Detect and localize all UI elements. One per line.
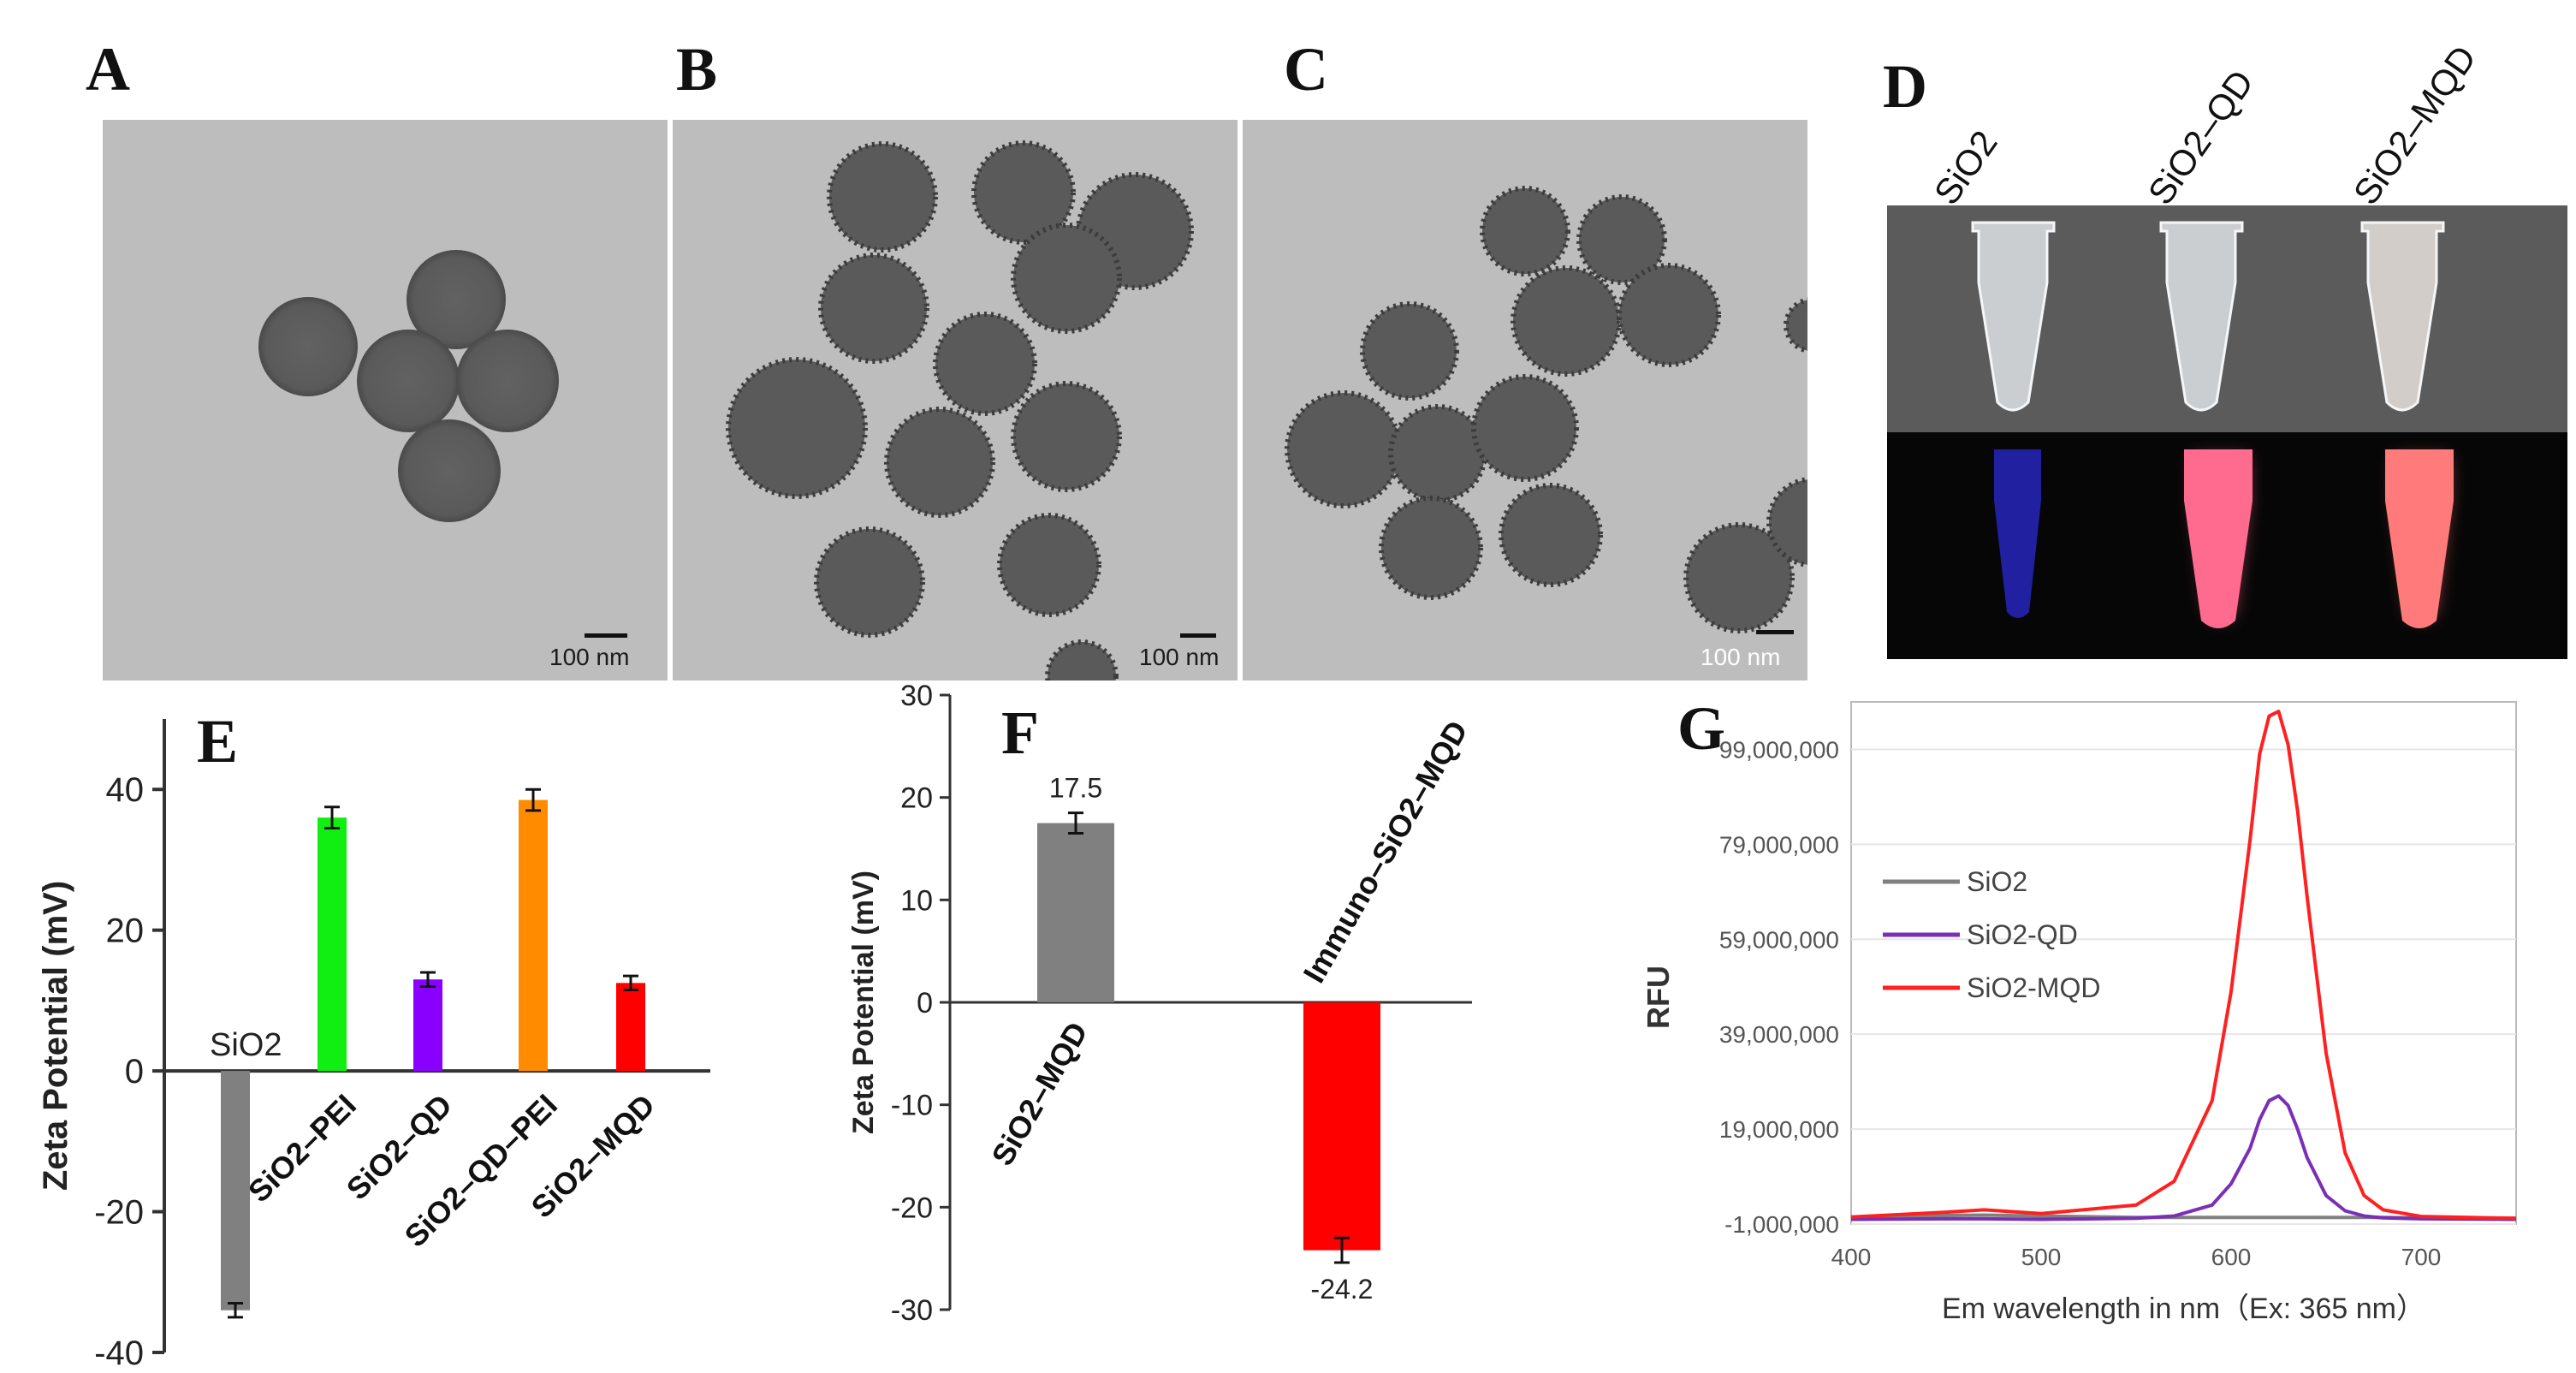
series-line-0 xyxy=(1850,1213,2517,1221)
scale-bar-a xyxy=(585,633,627,638)
bar-3 xyxy=(519,799,548,1072)
y-tick-label: -20 xyxy=(891,1192,933,1224)
y-tick-label: 99,000,000 xyxy=(1719,736,1839,763)
y-tick-label: -30 xyxy=(891,1294,933,1327)
bar-1 xyxy=(1303,1002,1380,1251)
chart-e: -40 -20 0 20 40 Zeta Potential (mV) SiO2 SiO2–P… xyxy=(37,719,710,1372)
x-tick-label: 500 xyxy=(2021,1244,2062,1270)
x-tick-label: 600 xyxy=(2211,1244,2252,1270)
tem-a-spheres xyxy=(258,250,559,522)
category-label-0: SiO2 xyxy=(210,1027,282,1063)
tem-image-c: 100 nm xyxy=(1243,120,1807,681)
bar-1 xyxy=(318,817,347,1072)
value-label-0: 17.5 xyxy=(1049,773,1102,804)
tube-label-sio2: SiO2 xyxy=(1926,122,2005,212)
y-axis-label: RFU xyxy=(1641,966,1676,1029)
x-axis-label: Em wavelength in nm（Ex: 365 nm） xyxy=(1942,1293,2425,1325)
bar-0 xyxy=(221,1071,250,1311)
scale-label-b: 100 nm xyxy=(1139,644,1220,670)
x-tick-label: 400 xyxy=(1831,1244,1872,1270)
y-tick-label: 40 xyxy=(106,771,145,809)
y-tick-label: 19,000,000 xyxy=(1719,1116,1839,1143)
y-tick-label: 20 xyxy=(106,912,145,950)
tube-label-sio2-mqd: SiO2–MQD xyxy=(2345,38,2484,212)
tube-photo-daylight xyxy=(1887,205,2567,432)
plot-area xyxy=(1850,701,2517,1225)
panel-label-d: D xyxy=(1883,52,1927,121)
y-tick-label: 0 xyxy=(125,1053,144,1091)
y-tick-label: 59,000,000 xyxy=(1719,926,1839,953)
y-tick-label: 30 xyxy=(900,680,933,712)
tem-image-a: 100 nm xyxy=(103,120,668,681)
y-tick-label: -1,000,000 xyxy=(1724,1211,1839,1238)
y-tick-label: 0 xyxy=(917,987,933,1019)
tube-label-sio2-qd: SiO2–QD xyxy=(2140,62,2262,212)
tem-image-b: 100 nm xyxy=(673,120,1238,681)
y-tick-label: 79,000,000 xyxy=(1719,831,1839,858)
tem-c-spheres xyxy=(1285,186,1807,633)
y-tick-label: -40 xyxy=(94,1334,144,1372)
tem-b-spheres xyxy=(726,140,1194,681)
panel-label-f: F xyxy=(1001,698,1039,767)
legend-label-1: SiO2-QD xyxy=(1967,919,2078,950)
bar-0 xyxy=(1037,823,1114,1002)
scale-label-a: 100 nm xyxy=(549,644,630,670)
category-label-0: SiO2–MQD xyxy=(984,1016,1095,1172)
legend-label-0: SiO2 xyxy=(1967,866,2027,897)
y-tick-label: 20 xyxy=(900,782,933,815)
series-line-2 xyxy=(1850,710,2517,1221)
x-tick-label: 700 xyxy=(2401,1244,2442,1270)
series-line-1 xyxy=(1850,1094,2517,1221)
category-label-1: SiO2–PEI xyxy=(241,1087,363,1209)
y-tick-label: -10 xyxy=(891,1090,933,1122)
panel-label-c: C xyxy=(1284,35,1328,104)
y-axis-label: Zeta Potential (mV) xyxy=(37,881,74,1191)
panel-label-e: E xyxy=(197,707,239,776)
bar-4 xyxy=(616,983,645,1072)
y-tick-label: 39,000,000 xyxy=(1719,1021,1839,1048)
bar-2 xyxy=(413,979,442,1072)
chart-g: -1,000,000 19,000,000 39,000,000 59,000,000… xyxy=(1641,701,2517,1325)
legend-label-2: SiO2-MQD xyxy=(1967,972,2100,1003)
scale-label-c: 100 nm xyxy=(1701,644,1781,670)
y-axis-label: Zeta Potential (mV) xyxy=(847,871,880,1134)
scale-bar-b xyxy=(1180,633,1216,638)
y-tick-label: 10 xyxy=(900,884,933,917)
chart-f: -30 -20 -10 0 10 20 30 Zeta Potential (mV) 17.5 -… xyxy=(847,680,1475,1327)
tube-photo-uv xyxy=(1887,432,2567,659)
panel-label-g: G xyxy=(1677,694,1726,763)
scale-bar-c xyxy=(1756,630,1794,634)
panel-label-a: A xyxy=(86,35,130,104)
y-tick-label: -20 xyxy=(94,1194,144,1232)
value-label-1: -24.2 xyxy=(1311,1274,1374,1305)
category-label-1: Immuno–SiO2–MQD xyxy=(1296,715,1475,989)
panel-label-b: B xyxy=(676,35,718,104)
